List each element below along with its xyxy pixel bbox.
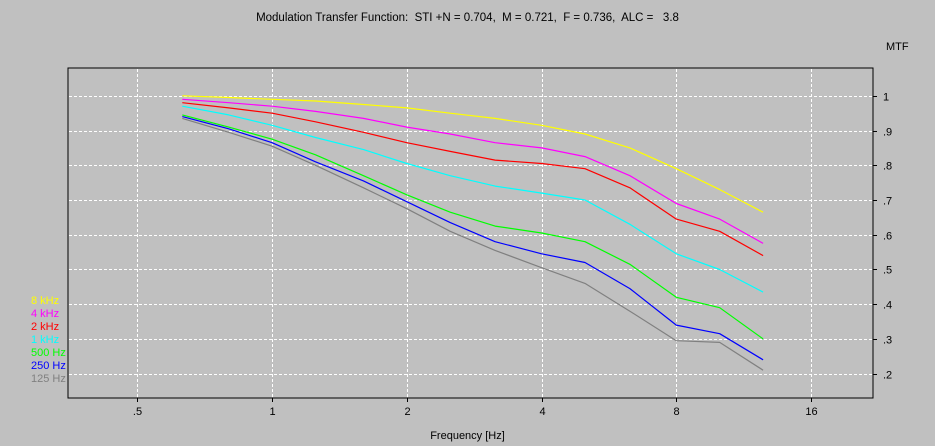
legend: 8 kHz 4 kHz 2 kHz 1 kHz 500 Hz 250 Hz 125 Hz xyxy=(31,295,66,386)
legend-item-2-khz: 2 kHz xyxy=(31,321,60,333)
plot-frame xyxy=(67,67,874,399)
legend-item-8-khz: 8 kHz xyxy=(31,295,60,307)
legend-item-500-hz: 500 Hz xyxy=(31,347,66,359)
series-line-2-khz xyxy=(182,102,764,257)
y-tick-label: .9 xyxy=(883,127,892,139)
y-tick-label: .7 xyxy=(883,196,892,208)
x-tick-label: 16 xyxy=(805,406,817,418)
x-tick-label: 8 xyxy=(673,406,679,418)
x-tick-label: 1 xyxy=(269,406,275,418)
series-line-4-khz xyxy=(182,98,764,244)
legend-item-1-khz: 1 kHz xyxy=(31,334,60,346)
y-tick-label: .5 xyxy=(883,265,892,277)
series-line-500-hz xyxy=(182,114,764,340)
series-line-250-hz xyxy=(182,116,764,361)
y-tick-label: .2 xyxy=(883,370,892,382)
legend-item-4-khz: 4 kHz xyxy=(31,308,60,320)
y-tick-label: .4 xyxy=(883,300,892,312)
y-tick-label: .8 xyxy=(883,161,892,173)
grid xyxy=(69,69,872,397)
series-line-125-hz xyxy=(182,117,764,371)
y-tick-label: .6 xyxy=(883,231,892,243)
series-line-1-khz xyxy=(182,105,764,293)
y-axis-title: MTF xyxy=(886,41,909,53)
chart-title: Modulation Transfer Function: STI +N = 0… xyxy=(256,12,679,24)
y-tick-label: .3 xyxy=(883,335,892,347)
x-axis-title: Frequency [Hz] xyxy=(430,430,505,442)
x-tick-label: 2 xyxy=(404,406,410,418)
axis-ticks: .5 1 2 4 8 16 .2 .3 .4 .5 .6 .7 .8 .9 1 xyxy=(133,92,892,419)
series-lines xyxy=(182,95,764,371)
y-tick-label: 1 xyxy=(883,92,889,104)
x-tick-label: 4 xyxy=(539,406,545,418)
x-tick-label: .5 xyxy=(133,406,142,418)
legend-item-250-hz: 250 Hz xyxy=(31,360,66,372)
series-line-8-khz xyxy=(182,95,764,213)
legend-item-125-hz: 125 Hz xyxy=(31,373,66,385)
